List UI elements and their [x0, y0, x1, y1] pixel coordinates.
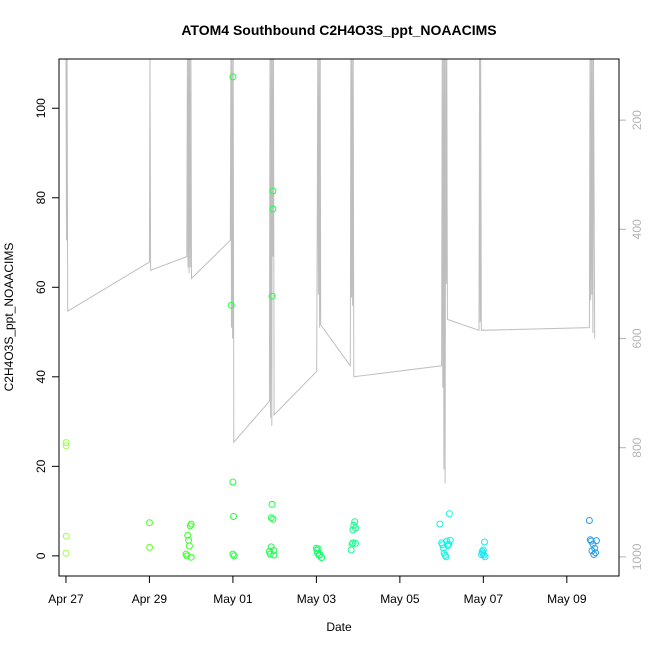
data-point: [187, 553, 195, 561]
data-point: [230, 513, 237, 520]
data-point: [446, 536, 454, 544]
data-point: [445, 510, 453, 518]
data-point: [269, 187, 277, 195]
axes: Apr 27 Apr 29 May 01 May 03 May 05 May 07 May …: [34, 98, 644, 606]
data-point: [592, 537, 600, 545]
x-tick-label: May 07: [464, 592, 504, 606]
y-tick-label: 80: [34, 191, 48, 205]
data-point: [436, 520, 444, 528]
right-axis-line: [65, 59, 596, 484]
data-point: [589, 540, 597, 548]
data-point: [349, 539, 357, 547]
data-point: [62, 439, 70, 447]
x-tick-label: May 03: [297, 592, 337, 606]
y-tick-label: 20: [34, 459, 48, 473]
data-point: [592, 549, 599, 557]
x-tick-label: Apr 27: [48, 592, 84, 606]
data-point: [347, 546, 355, 554]
y-tick-label: 60: [34, 280, 48, 294]
data-point: [270, 547, 278, 554]
data-point: [227, 301, 235, 309]
right-tick-label: 200: [630, 110, 644, 130]
y-tick-label: 100: [34, 98, 48, 118]
data-point: [62, 549, 70, 557]
data-point: [62, 442, 70, 450]
data-point: [268, 500, 276, 508]
right-axis-series: [65, 59, 596, 484]
points-layer: [62, 73, 600, 562]
x-tick-label: May 05: [380, 592, 420, 606]
data-point: [267, 514, 275, 522]
data-point: [352, 539, 359, 547]
data-point: [479, 549, 487, 557]
data-point: [444, 542, 452, 550]
data-point: [229, 550, 237, 558]
data-point: [445, 540, 453, 548]
x-axis-label: Date: [326, 620, 352, 634]
data-point: [442, 553, 450, 561]
data-point: [187, 520, 195, 528]
plot-frame: [58, 58, 620, 577]
data-point: [269, 515, 277, 523]
right-tick-label: 600: [630, 328, 644, 348]
data-point: [229, 73, 237, 81]
data-point: [230, 552, 238, 560]
y-tick-label: 0: [34, 552, 48, 559]
data-point: [351, 518, 359, 526]
chart-title: ATOM4 Southbound C2H4O3S_ppt_NOAACIMS: [181, 22, 496, 38]
data-point: [229, 478, 237, 486]
data-point: [270, 551, 278, 559]
data-point: [348, 540, 356, 548]
data-point: [184, 531, 192, 539]
right-tick-label: 800: [630, 437, 644, 457]
right-tick-label: 400: [630, 219, 644, 239]
data-point: [183, 552, 191, 560]
x-tick-label: May 09: [547, 592, 587, 606]
data-point: [318, 554, 326, 562]
data-point: [352, 524, 359, 532]
y-tick-label: 40: [34, 370, 48, 384]
x-tick-label: May 01: [213, 592, 253, 606]
data-point: [481, 538, 488, 546]
data-point: [146, 519, 154, 527]
data-point: [62, 532, 70, 540]
data-point: [591, 544, 599, 552]
data-point: [481, 553, 489, 561]
data-point: [479, 546, 487, 554]
data-point: [185, 542, 193, 550]
data-point: [585, 517, 593, 524]
data-point: [480, 551, 488, 559]
data-point: [269, 205, 277, 213]
data-point: [146, 543, 154, 551]
data-point: [268, 292, 276, 300]
x-tick-label: Apr 29: [132, 592, 168, 606]
y-axis-label: C2H4O3S_ppt_NOAACIMS: [2, 243, 16, 392]
data-point: [266, 550, 274, 558]
data-point: [441, 551, 449, 559]
right-tick-label: 1000: [630, 543, 644, 570]
data-point: [590, 551, 598, 558]
